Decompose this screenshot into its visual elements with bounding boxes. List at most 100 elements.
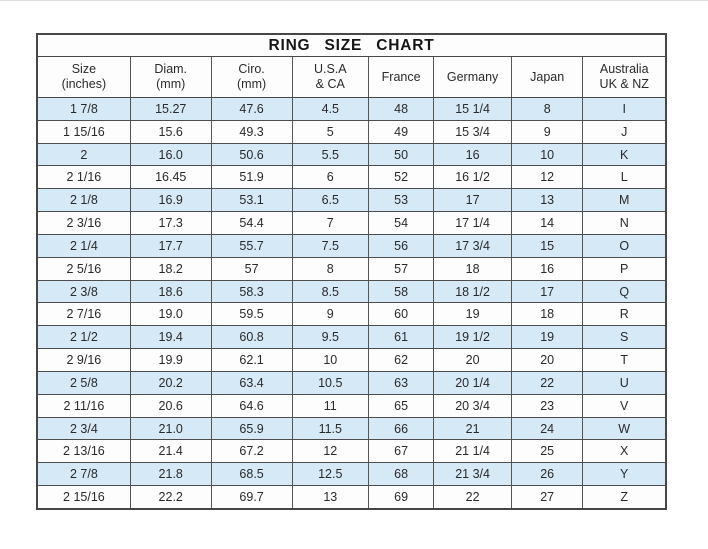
table-cell: 2 (38, 143, 131, 166)
column-header-size-inches: Size (inches) (38, 57, 131, 97)
table-cell: 62 (369, 349, 435, 371)
table-row: 2 7/16 19.0 59.5 9 60 19 18 R (38, 303, 665, 327)
table-row: 2 1/4 17.7 55.7 7.5 56 17 3/4 15 O (38, 234, 665, 258)
table-row: 2 3/8 18.6 58.3 8.5 58 18 1/2 17 Q (38, 280, 665, 304)
table-cell: 15.27 (131, 98, 212, 120)
column-header-label: Japan (530, 69, 565, 84)
table-cell: L (620, 170, 628, 185)
table-cell: 48 (369, 98, 435, 120)
table-cell: 19 (512, 326, 584, 349)
table-cell: 2 1/16 (38, 166, 131, 189)
table-cell: 20 1/4 (434, 371, 512, 394)
table-cell: 20 (434, 349, 512, 371)
table-cell: 60 (369, 303, 435, 326)
table-cell: 22 (434, 486, 512, 508)
table-cell: 2 15/16 (38, 486, 131, 508)
table-cell: 25 (512, 440, 584, 463)
table-cell: 2 1/8 (38, 189, 131, 212)
table-cell: 9 (293, 303, 370, 326)
table-cell: 16 1/2 (434, 166, 512, 189)
table-cell: 12 (512, 166, 584, 189)
table-cell: 15 1/4 (434, 98, 512, 120)
table-cell: 5.5 (293, 143, 370, 166)
table-body: 1 7/8 15.27 47.6 4.5 48 15 1/4 8 I 1 15/16 15.6 49… (38, 98, 665, 508)
ring-size-chart-table: RING SIZE CHART Size (inches) Diam. (mm)… (36, 33, 667, 510)
table-row: 2 1/8 16.9 53.1 6.5 53 17 13 M (38, 189, 665, 213)
table-row: 1 7/8 15.27 47.6 4.5 48 15 1/4 8 I (38, 98, 665, 121)
table-cell: 21.0 (131, 417, 212, 440)
table-cell: 2 5/8 (38, 371, 131, 394)
table-cell: 19 (434, 303, 512, 326)
table-cell: 9 (512, 120, 584, 143)
table-row: 2 15/16 22.2 69.7 13 69 22 27 Z (38, 486, 665, 508)
table-cell: 68 (369, 463, 435, 486)
table-cell: I (622, 101, 626, 116)
table-cell: 19.9 (131, 349, 212, 371)
table-cell: 2 9/16 (38, 349, 131, 371)
table-cell: 15.6 (131, 120, 212, 143)
table-cell: 2 5/16 (38, 257, 131, 280)
top-hairline (0, 0, 708, 1)
table-cell: 19 1/2 (434, 326, 512, 349)
column-header-diameter-mm: Diam. (mm) (131, 57, 212, 97)
table-cell: 17.3 (131, 212, 212, 234)
table-cell: 21.8 (131, 463, 212, 486)
table-row: 2 5/16 18.2 57 8 57 18 16 P (38, 257, 665, 281)
table-cell: 15 (512, 234, 584, 257)
table-cell: 1 7/8 (38, 98, 131, 120)
table-cell: Z (620, 489, 629, 504)
table-cell: 21 1/4 (434, 440, 512, 463)
table-cell: 52 (369, 166, 435, 189)
table-cell: 2 1/2 (38, 326, 131, 349)
table-cell: 17 (434, 189, 512, 212)
table-cell: P (620, 261, 629, 276)
table-cell: 58 (369, 280, 435, 303)
table-cell: Y (620, 467, 629, 482)
table-cell: 2 3/16 (38, 212, 131, 234)
table-cell: 20 3/4 (434, 394, 512, 417)
table-cell: 65.9 (212, 417, 293, 440)
table-cell: 57 (212, 257, 293, 280)
table-cell: 20.6 (131, 394, 212, 417)
table-cell: X (620, 444, 629, 459)
column-header-label: Ciro. (238, 62, 265, 76)
table-cell: U (619, 375, 629, 390)
table-cell: 21 (434, 417, 512, 440)
column-header-label: Australia (599, 62, 649, 76)
table-cell: J (621, 124, 628, 139)
table-cell: 23 (512, 394, 584, 417)
table-row: 2 1/2 19.4 60.8 9.5 61 19 1/2 19 S (38, 326, 665, 350)
table-cell: 22 (512, 371, 584, 394)
table-cell: 14 (512, 212, 584, 234)
table-cell: 62.1 (212, 349, 293, 371)
table-cell: 69.7 (212, 486, 293, 508)
table-cell: 2 7/8 (38, 463, 131, 486)
table-cell: 2 13/16 (38, 440, 131, 463)
table-cell: 6.5 (293, 189, 370, 212)
table-cell: 53.1 (212, 189, 293, 212)
column-header-sublabel: (mm) (156, 77, 186, 91)
table-cell: 18 (434, 257, 512, 280)
table-cell: 58.3 (212, 280, 293, 303)
table-cell: 18 (512, 303, 584, 326)
table-cell: 56 (369, 234, 435, 257)
table-cell: 51.9 (212, 166, 293, 189)
column-header-sublabel: & CA (315, 77, 345, 91)
table-cell: 7.5 (293, 234, 370, 257)
table-cell: 16.45 (131, 166, 212, 189)
table-cell: 19.0 (131, 303, 212, 326)
table-cell: 63.4 (212, 371, 293, 394)
table-cell: 66 (369, 417, 435, 440)
column-header-circumference-mm: Ciro. (mm) (212, 57, 293, 97)
table-cell: 2 7/16 (38, 303, 131, 326)
table-cell: 8 (293, 257, 370, 280)
table-cell: 2 11/16 (38, 394, 131, 417)
table-cell: 12.5 (293, 463, 370, 486)
table-row: 1 15/16 15.6 49.3 5 49 15 3/4 9 J (38, 120, 665, 144)
table-cell: 18.6 (131, 280, 212, 303)
table-cell: 10 (293, 349, 370, 371)
table-cell: 69 (369, 486, 435, 508)
table-cell: 2 3/4 (38, 417, 131, 440)
table-cell: M (619, 193, 630, 208)
table-cell: R (619, 307, 629, 322)
